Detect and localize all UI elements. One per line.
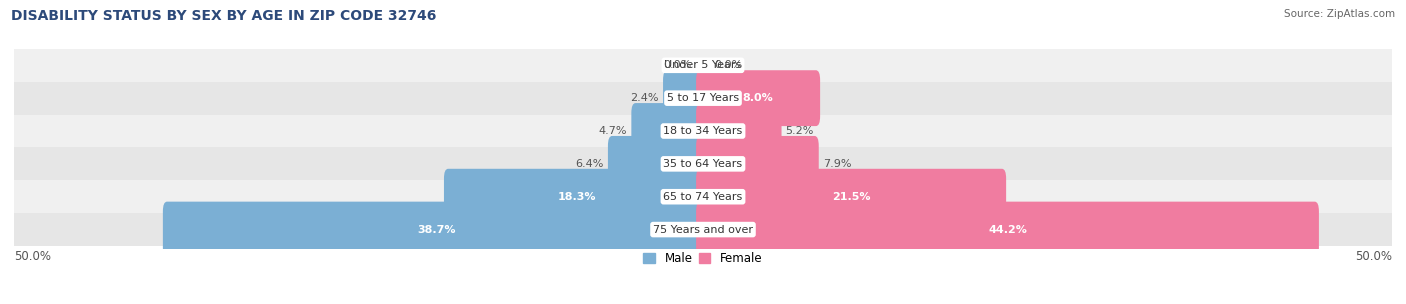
FancyBboxPatch shape bbox=[444, 169, 710, 225]
FancyBboxPatch shape bbox=[607, 136, 710, 192]
Text: 21.5%: 21.5% bbox=[832, 192, 870, 202]
FancyBboxPatch shape bbox=[696, 169, 1007, 225]
FancyBboxPatch shape bbox=[14, 213, 1392, 246]
Text: DISABILITY STATUS BY SEX BY AGE IN ZIP CODE 32746: DISABILITY STATUS BY SEX BY AGE IN ZIP C… bbox=[11, 9, 437, 23]
Text: Under 5 Years: Under 5 Years bbox=[665, 60, 741, 70]
Text: 38.7%: 38.7% bbox=[418, 225, 456, 235]
Text: 18.3%: 18.3% bbox=[558, 192, 596, 202]
Text: 2.4%: 2.4% bbox=[630, 93, 659, 103]
FancyBboxPatch shape bbox=[696, 103, 782, 159]
Legend: Male, Female: Male, Female bbox=[638, 247, 768, 270]
Text: 4.7%: 4.7% bbox=[599, 126, 627, 136]
Text: 8.0%: 8.0% bbox=[742, 93, 773, 103]
Text: 5 to 17 Years: 5 to 17 Years bbox=[666, 93, 740, 103]
FancyBboxPatch shape bbox=[696, 136, 818, 192]
Text: 5.2%: 5.2% bbox=[786, 126, 814, 136]
FancyBboxPatch shape bbox=[14, 49, 1392, 82]
Text: 6.4%: 6.4% bbox=[575, 159, 603, 169]
FancyBboxPatch shape bbox=[14, 82, 1392, 115]
FancyBboxPatch shape bbox=[14, 180, 1392, 213]
Text: 0.0%: 0.0% bbox=[664, 60, 692, 70]
Text: 0.0%: 0.0% bbox=[714, 60, 742, 70]
Text: 50.0%: 50.0% bbox=[14, 250, 51, 263]
Text: 18 to 34 Years: 18 to 34 Years bbox=[664, 126, 742, 136]
Text: 65 to 74 Years: 65 to 74 Years bbox=[664, 192, 742, 202]
FancyBboxPatch shape bbox=[664, 70, 710, 126]
FancyBboxPatch shape bbox=[14, 115, 1392, 147]
Text: 75 Years and over: 75 Years and over bbox=[652, 225, 754, 235]
FancyBboxPatch shape bbox=[163, 202, 710, 257]
Text: Source: ZipAtlas.com: Source: ZipAtlas.com bbox=[1284, 9, 1395, 19]
FancyBboxPatch shape bbox=[631, 103, 710, 159]
Text: 7.9%: 7.9% bbox=[823, 159, 852, 169]
FancyBboxPatch shape bbox=[696, 70, 820, 126]
Text: 44.2%: 44.2% bbox=[988, 225, 1026, 235]
Text: 35 to 64 Years: 35 to 64 Years bbox=[664, 159, 742, 169]
FancyBboxPatch shape bbox=[14, 147, 1392, 180]
FancyBboxPatch shape bbox=[696, 202, 1319, 257]
Text: 50.0%: 50.0% bbox=[1355, 250, 1392, 263]
